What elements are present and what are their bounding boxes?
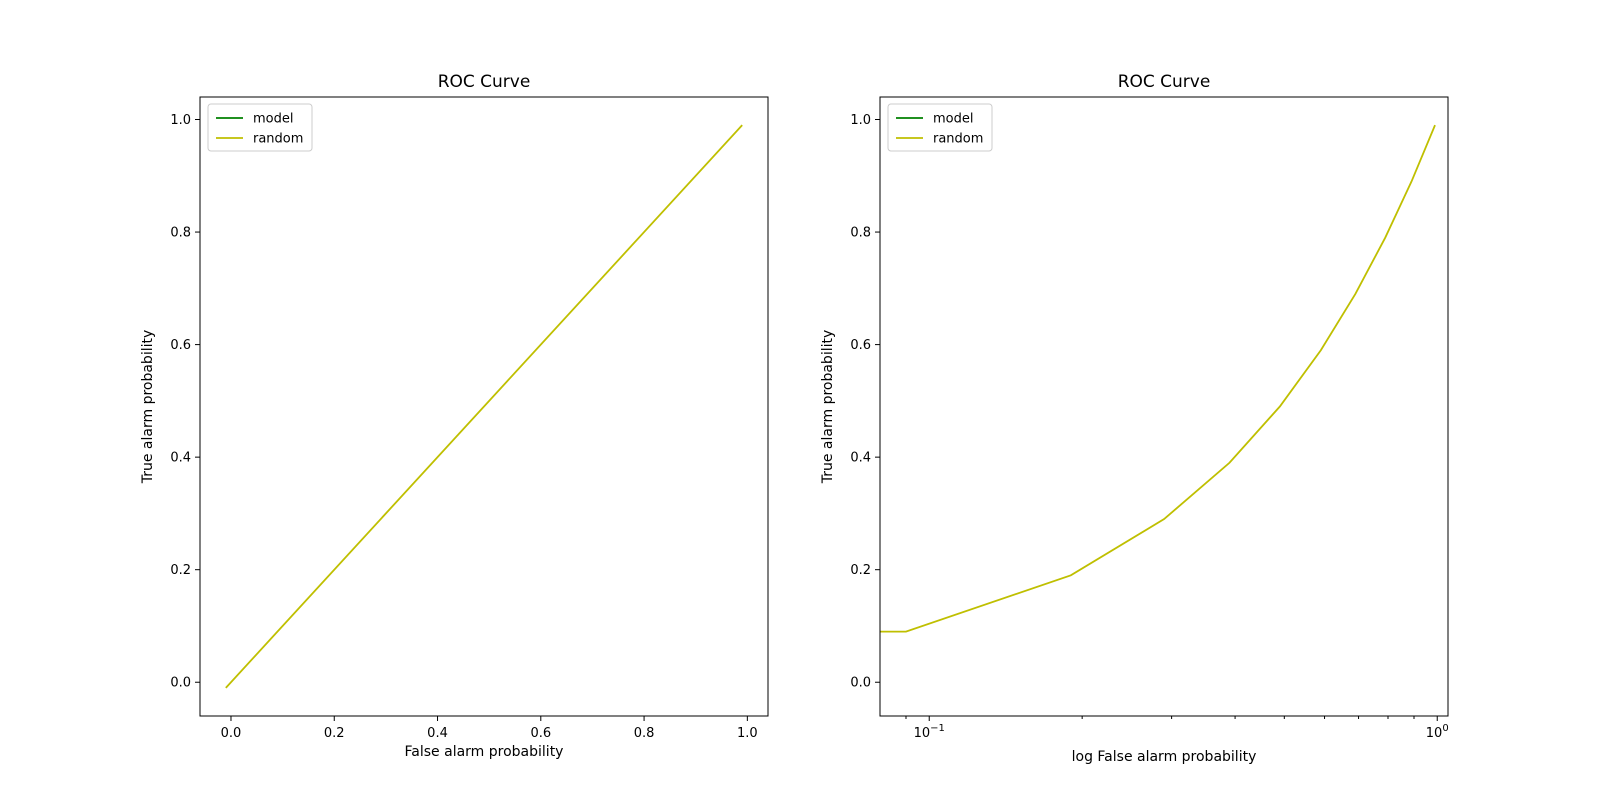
legend-label-model: model (253, 112, 293, 127)
y-tick-label: 1.0 (170, 113, 191, 128)
x-axis-label: log False alarm probability (1072, 749, 1257, 765)
chart-panel-2: 10−1 100 0.0 0.2 0.4 0.6 0.8 1.0 ROC Curve log Fa… (820, 72, 1449, 765)
series-line-random (225, 124, 743, 689)
y-tick-label: 0.0 (850, 676, 871, 691)
y-axis-label: True alarm probability (820, 330, 836, 485)
x-tick-label: 0.4 (427, 726, 448, 741)
legend-label-model: model (933, 112, 973, 127)
plot-frame (199, 96, 769, 717)
y-tick-label: 1.0 (850, 113, 871, 128)
y-tick-label: 0.4 (850, 451, 871, 466)
y-axis-label: True alarm probability (140, 330, 156, 485)
x-tick-exponent: 0 (1442, 723, 1448, 734)
x-tick-exponent: −1 (930, 723, 945, 734)
y-tick-label: 0.6 (170, 338, 191, 353)
legend-label-random: random (933, 132, 983, 147)
legend-label-random: random (253, 132, 303, 147)
y-tick-label: 0.6 (850, 338, 871, 353)
x-tick-label: 10−1 (914, 723, 945, 741)
y-tick-label: 0.8 (170, 226, 191, 241)
chart-title: ROC Curve (438, 72, 531, 92)
plot-frame (879, 96, 1449, 717)
series-line-random (880, 124, 1436, 633)
y-tick-label: 0.8 (850, 226, 871, 241)
legend-frame (207, 103, 313, 152)
legend-frame (887, 103, 993, 152)
x-tick-label: 0.2 (324, 726, 345, 741)
legend: model random (887, 103, 993, 152)
x-tick-label: 0.6 (530, 726, 551, 741)
chart-panel-1: 0.0 0.2 0.4 0.6 0.8 1.0 0.0 0.2 0.4 0.6 0.8 1.0 ROC … (140, 72, 769, 760)
chart-title: ROC Curve (1118, 72, 1211, 92)
x-axis-label: False alarm probability (405, 744, 564, 760)
x-tick-label: 1.0 (737, 726, 758, 741)
y-tick-label: 0.4 (170, 451, 191, 466)
y-tick-label: 0.2 (170, 563, 191, 578)
y-tick-label: 0.2 (850, 563, 871, 578)
y-tick-label: 0.0 (170, 676, 191, 691)
legend: model random (207, 103, 313, 152)
x-tick-label: 0.8 (634, 726, 655, 741)
x-tick-label: 0.0 (221, 726, 242, 741)
x-tick-label: 100 (1426, 723, 1449, 741)
